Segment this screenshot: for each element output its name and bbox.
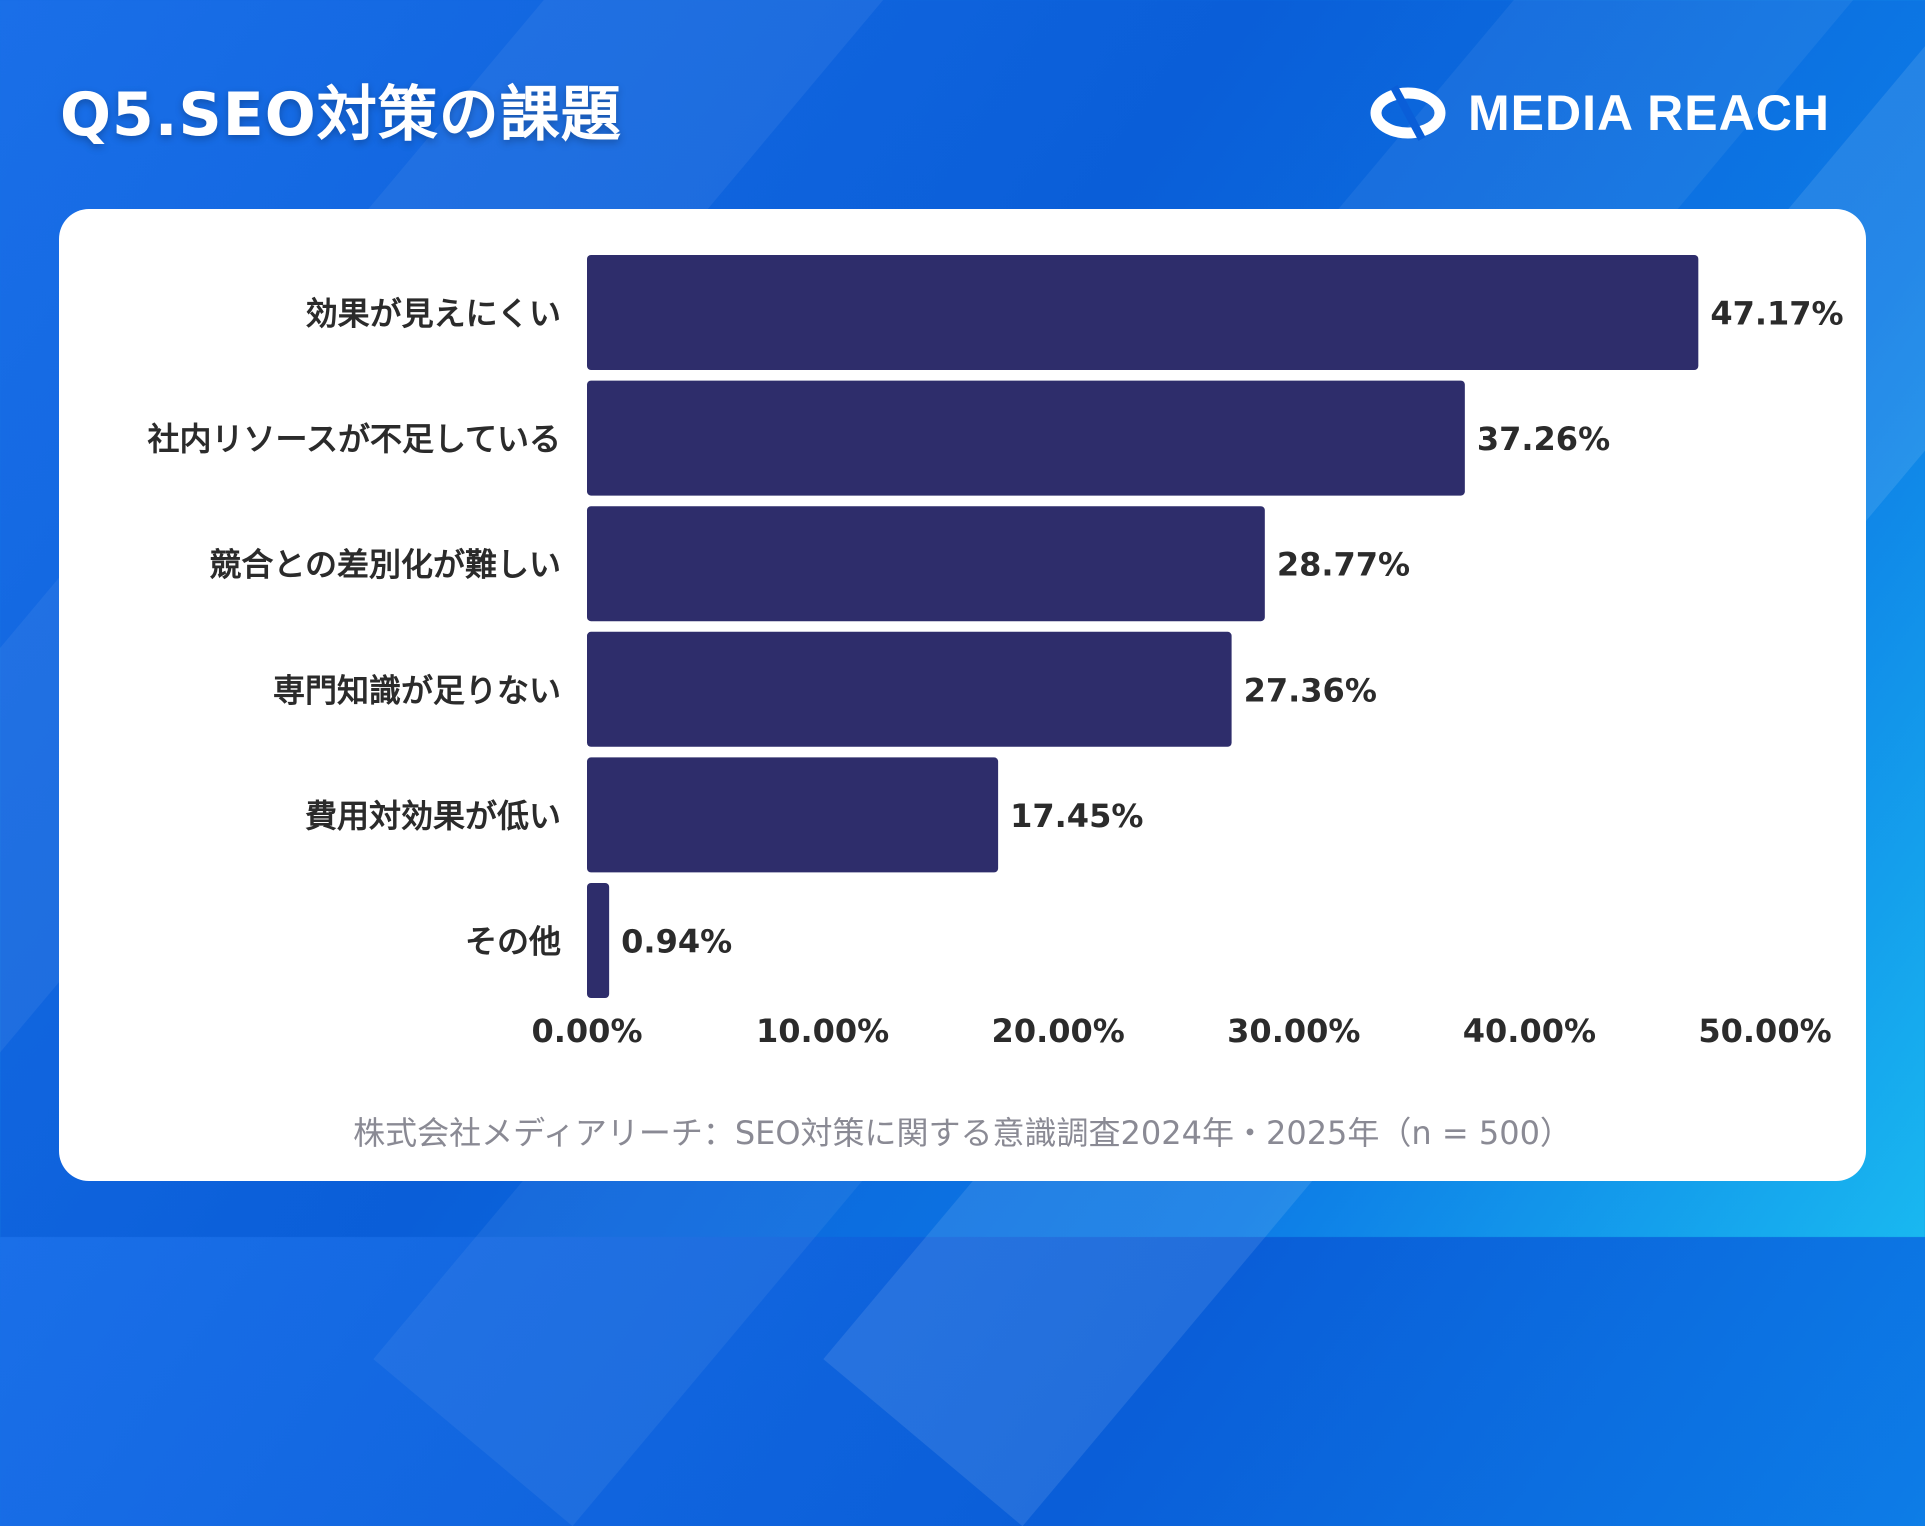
category-label: 専門知識が足りない — [273, 671, 561, 709]
bar — [587, 631, 1232, 747]
source-note: 株式会社メディアリーチ：SEO対策に関する意識調査2024年・2025年（n =… — [353, 1114, 1572, 1152]
x-tick-label: 50.00% — [1698, 1012, 1831, 1050]
bar — [587, 506, 1265, 622]
x-tick-label: 40.00% — [1463, 1012, 1596, 1050]
page-title: Q5.SEO対策の課題 — [60, 80, 622, 150]
x-tick-label: 30.00% — [1227, 1012, 1360, 1050]
bar — [587, 255, 1699, 370]
value-label: 28.77% — [1277, 546, 1410, 584]
x-tick-label: 10.00% — [756, 1012, 889, 1050]
logo: MEDIA REACH — [1370, 84, 1830, 142]
x-tick-label: 0.00% — [531, 1012, 642, 1050]
bar-chart: 効果が見えにくい 47.17% 社内リソースが不足している 37.26% 競合との差別化… — [148, 255, 1844, 1050]
media-reach-logo-icon — [1370, 85, 1446, 141]
category-label: 効果が見えにくい — [306, 295, 561, 333]
value-label: 17.45% — [1010, 797, 1143, 835]
value-label: 27.36% — [1244, 671, 1377, 709]
bar — [587, 883, 610, 998]
value-label: 47.17% — [1710, 295, 1843, 333]
x-tick-label: 20.00% — [992, 1012, 1125, 1050]
category-label: 費用対効果が低い — [305, 797, 561, 835]
category-label: 社内リソースが不足している — [148, 420, 561, 458]
bar — [587, 757, 999, 873]
category-label: 競合との差別化が難しい — [209, 546, 561, 584]
logo-text: MEDIA REACH — [1468, 85, 1830, 141]
bar — [587, 380, 1465, 496]
value-label: 0.94% — [621, 923, 732, 961]
category-label: その他 — [465, 923, 561, 961]
value-label: 37.26% — [1477, 420, 1610, 458]
